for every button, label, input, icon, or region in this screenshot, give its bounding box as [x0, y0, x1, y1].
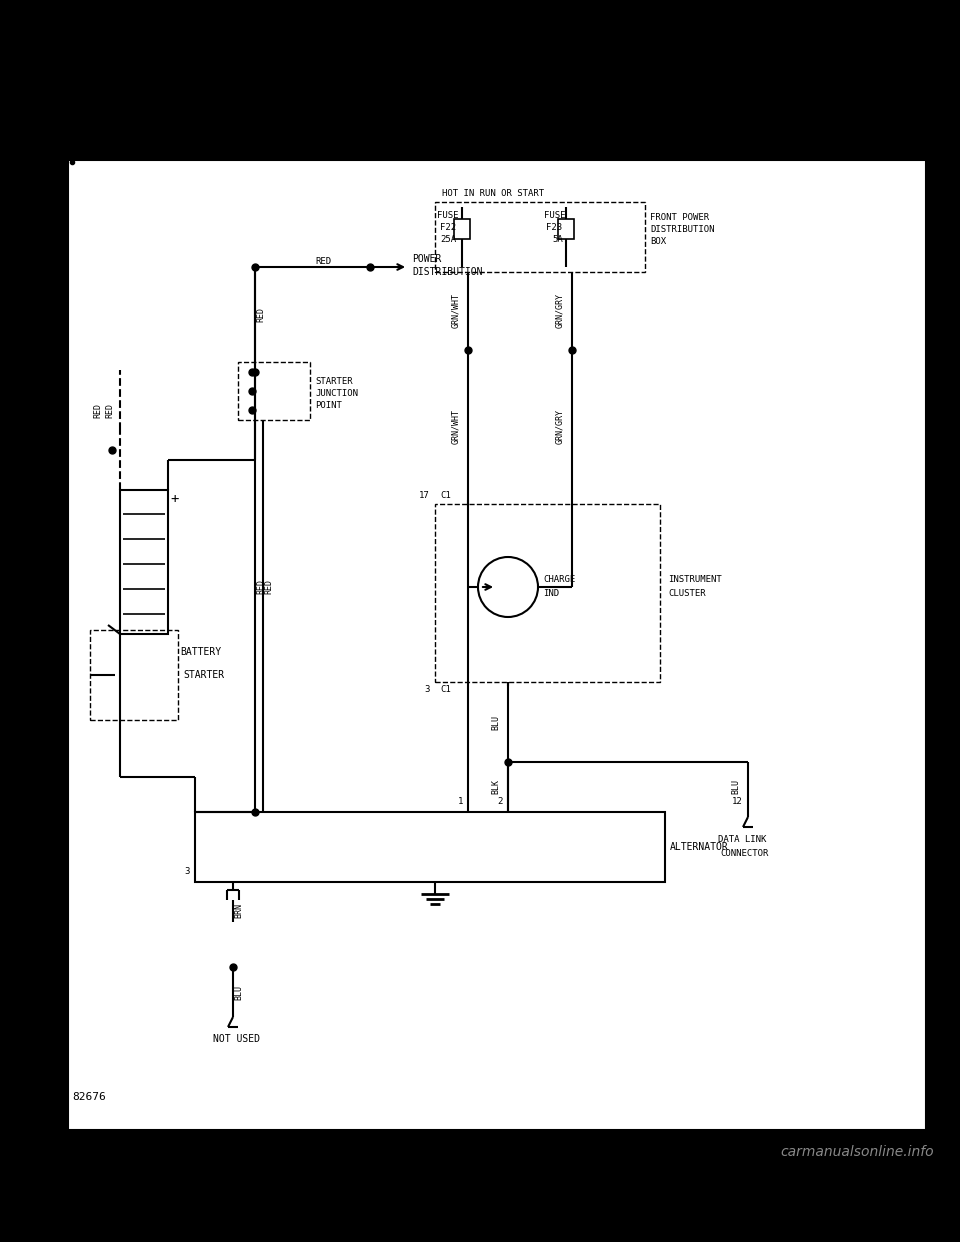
Text: 3: 3: [184, 867, 190, 877]
Text: FRONT POWER: FRONT POWER: [650, 212, 709, 221]
Bar: [90, 630, 178, 720]
Text: GRN/GRY: GRN/GRY: [556, 293, 564, 328]
Bar: [68, 160, 926, 1130]
Text: F23: F23: [546, 222, 563, 231]
Text: C1: C1: [440, 686, 451, 694]
Text: DATA LINK: DATA LINK: [718, 836, 766, 845]
Text: RED: RED: [265, 579, 274, 594]
Bar: [435, 202, 645, 272]
Text: 25A: 25A: [440, 235, 456, 243]
Text: BATTERY: BATTERY: [180, 647, 221, 657]
Text: +: +: [170, 492, 179, 505]
Text: NOT USED: NOT USED: [213, 1035, 260, 1045]
Text: CLUSTER: CLUSTER: [668, 589, 706, 597]
Text: DISTRIBUTION: DISTRIBUTION: [650, 225, 714, 233]
Text: 82676: 82676: [72, 1092, 106, 1102]
Text: BRN: BRN: [234, 903, 244, 919]
Text: BOX: BOX: [650, 236, 666, 246]
Text: IND: IND: [543, 589, 559, 597]
Text: BLU: BLU: [492, 714, 500, 729]
Text: RED: RED: [256, 579, 266, 594]
Text: POWER: POWER: [412, 255, 442, 265]
Text: JUNCTION: JUNCTION: [315, 389, 358, 397]
Text: POINT: POINT: [315, 400, 342, 410]
Text: RED: RED: [256, 307, 266, 322]
Text: FUSE: FUSE: [437, 210, 459, 220]
Text: carmanualsonline.info: carmanualsonline.info: [780, 1145, 934, 1159]
Text: GRN/GRY: GRN/GRY: [556, 410, 564, 445]
Text: 2: 2: [497, 797, 503, 806]
Text: INSTRUMENT: INSTRUMENT: [668, 575, 722, 584]
Text: F22: F22: [440, 222, 456, 231]
Text: BLU: BLU: [234, 985, 244, 1000]
Text: RED: RED: [93, 402, 103, 417]
Bar: [558, 219, 574, 238]
Text: 1: 1: [458, 797, 463, 806]
Text: BLK: BLK: [492, 780, 500, 795]
Bar: [238, 361, 310, 420]
Text: 5A: 5A: [552, 235, 563, 243]
Bar: [454, 219, 470, 238]
Bar: [195, 812, 665, 882]
Text: 3: 3: [424, 686, 430, 694]
Text: C1: C1: [440, 492, 451, 501]
Text: CONNECTOR: CONNECTOR: [720, 850, 768, 858]
Text: GRN/WHT: GRN/WHT: [451, 410, 461, 445]
Text: RED: RED: [315, 257, 331, 266]
Text: ALTERNATOR: ALTERNATOR: [670, 842, 729, 852]
Text: RED: RED: [106, 402, 114, 417]
Text: CHARGE: CHARGE: [543, 575, 575, 584]
Text: DISTRIBUTION: DISTRIBUTION: [412, 267, 483, 277]
Text: HOT IN RUN OR START: HOT IN RUN OR START: [442, 190, 544, 199]
Text: FUSE: FUSE: [544, 210, 565, 220]
Text: GRN/WHT: GRN/WHT: [451, 293, 461, 328]
Text: STARTER: STARTER: [183, 669, 224, 681]
Text: 17: 17: [420, 492, 430, 501]
Text: 12: 12: [732, 797, 743, 806]
Text: STARTER: STARTER: [315, 376, 352, 385]
Text: BLU: BLU: [732, 780, 740, 795]
Bar: [120, 491, 168, 633]
Bar: [435, 504, 660, 682]
